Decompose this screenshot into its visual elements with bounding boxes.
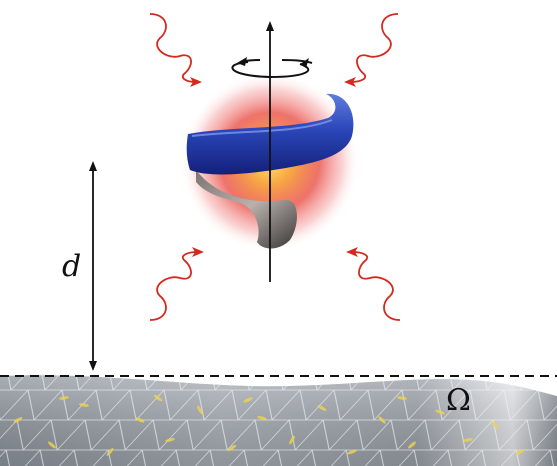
distance-label: d bbox=[62, 249, 81, 284]
surface-dipoles bbox=[13, 394, 525, 456]
photon-wave-icon bbox=[149, 13, 202, 87]
photon-waves bbox=[149, 13, 401, 321]
surface bbox=[0, 375, 557, 466]
surface-label: Ω bbox=[446, 383, 471, 418]
photon-wave-icon bbox=[346, 247, 401, 321]
photon-wave-icon bbox=[344, 13, 399, 87]
rotation-arrow-icon bbox=[231, 57, 313, 79]
photon-wave-icon bbox=[149, 247, 204, 321]
